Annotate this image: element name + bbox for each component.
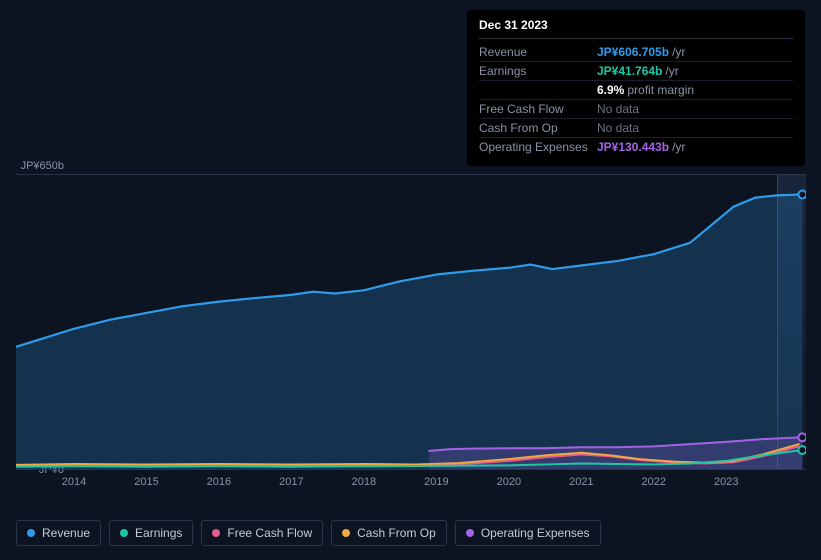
tooltip-rows: RevenueJP¥606.705b/yrEarningsJP¥41.764b/…	[479, 43, 793, 156]
y-axis-label-top: JP¥650b	[16, 160, 64, 172]
tooltip-row-value: 6.9%profit margin	[597, 83, 793, 97]
series-end-marker	[798, 433, 806, 441]
legend-item-operating_expenses[interactable]: Operating Expenses	[455, 520, 601, 546]
tooltip-row: EarningsJP¥41.764b/yr	[479, 62, 793, 81]
tooltip-row-value: JP¥606.705b/yr	[597, 45, 793, 59]
series-end-marker	[798, 446, 806, 454]
x-tick: 2020	[497, 476, 521, 488]
series-end-marker	[798, 190, 806, 198]
legend-item-cash_from_op[interactable]: Cash From Op	[331, 520, 447, 546]
chart-svg	[16, 175, 806, 469]
legend-dot-icon	[120, 529, 128, 537]
tooltip-row: Cash From OpNo data	[479, 119, 793, 138]
legend-label: Free Cash Flow	[227, 526, 312, 540]
tooltip-row-label: Earnings	[479, 64, 597, 78]
legend-dot-icon	[27, 529, 35, 537]
tooltip-date: Dec 31 2023	[479, 18, 793, 39]
legend-label: Operating Expenses	[481, 526, 590, 540]
tooltip-row: Operating ExpensesJP¥130.443b/yr	[479, 138, 793, 156]
legend-item-free_cash_flow[interactable]: Free Cash Flow	[201, 520, 323, 546]
legend-label: Earnings	[135, 526, 182, 540]
x-tick: 2018	[352, 476, 376, 488]
tooltip-row-label: Revenue	[479, 45, 597, 59]
x-tick: 2014	[62, 476, 86, 488]
x-tick: 2017	[279, 476, 303, 488]
legend-item-earnings[interactable]: Earnings	[109, 520, 193, 546]
legend-item-revenue[interactable]: Revenue	[16, 520, 101, 546]
tooltip-row: RevenueJP¥606.705b/yr	[479, 43, 793, 62]
legend-dot-icon	[342, 529, 350, 537]
x-tick: 2019	[424, 476, 448, 488]
legend-dot-icon	[466, 529, 474, 537]
tooltip-row: 6.9%profit margin	[479, 81, 793, 100]
tooltip-row-value: No data	[597, 102, 793, 116]
tooltip-card: Dec 31 2023 RevenueJP¥606.705b/yrEarning…	[467, 10, 805, 166]
series-fill-revenue	[16, 194, 802, 469]
legend-dot-icon	[212, 529, 220, 537]
x-tick: 2022	[642, 476, 666, 488]
tooltip-row-value: No data	[597, 121, 793, 135]
x-tick: 2021	[569, 476, 593, 488]
x-tick: 2016	[207, 476, 231, 488]
x-axis: 2014 2015 2016 2017 2018 2019 2020 2021 2022 2023	[16, 476, 806, 496]
x-tick: 2023	[714, 476, 738, 488]
tooltip-row-label	[479, 83, 597, 97]
tooltip-row: Free Cash FlowNo data	[479, 100, 793, 119]
plot-region[interactable]	[16, 174, 806, 470]
legend-label: Revenue	[42, 526, 90, 540]
tooltip-row-value: JP¥41.764b/yr	[597, 64, 793, 78]
tooltip-row-label: Free Cash Flow	[479, 102, 597, 116]
tooltip-row-value: JP¥130.443b/yr	[597, 140, 793, 154]
tooltip-row-label: Cash From Op	[479, 121, 597, 135]
chart-area: JP¥650b JP¥0 201420152016201720182019202…	[16, 158, 806, 508]
x-tick: 2015	[134, 476, 158, 488]
legend: Revenue Earnings Free Cash Flow Cash From O…	[16, 520, 601, 546]
tooltip-row-label: Operating Expenses	[479, 140, 597, 154]
legend-label: Cash From Op	[357, 526, 436, 540]
